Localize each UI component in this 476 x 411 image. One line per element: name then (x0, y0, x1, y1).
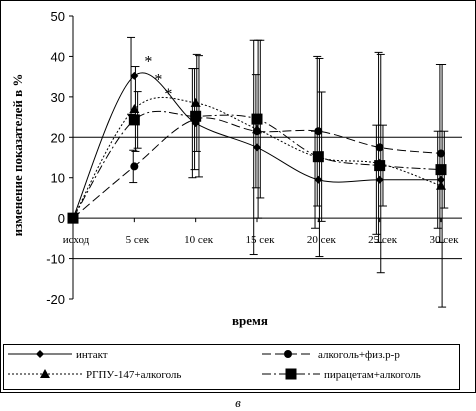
series-4 (67, 39, 449, 224)
x-tick-label: 5 сек (126, 234, 150, 246)
data-point (312, 151, 324, 163)
data-point (67, 212, 79, 224)
x-tick-label: 20 сек (307, 234, 337, 246)
legend-entry-2: алкоголь+физ.р-р (262, 349, 400, 361)
series-line (72, 72, 441, 219)
data-point (129, 103, 140, 113)
legend: интакт алкоголь+физ.р-р РГПУ-147+алкоголь п… (8, 349, 421, 381)
significance-marker: * (154, 72, 162, 89)
x-tick-label: 30 сек (430, 234, 460, 246)
x-tick-labels: исход 5 сек 10 сек 15 сек 20 сек 25 сек 30 сек (63, 234, 459, 246)
y-tick-label: 40 (51, 49, 65, 64)
legend-swatch-marker (285, 368, 297, 380)
series-line (72, 96, 442, 219)
data-point (190, 97, 201, 107)
data-point (435, 164, 447, 176)
legend-swatch-marker (284, 350, 292, 358)
legend-swatch-marker (36, 350, 44, 358)
annotation-layer: *** (144, 53, 172, 102)
legend-label: интакт (76, 349, 108, 361)
legend-entry-3: РГПУ-147+алкоголь (8, 369, 181, 381)
axis-layer (69, 15, 462, 300)
y-axis-title: изменение показателей в % (10, 74, 25, 237)
data-point (374, 160, 386, 172)
y-tick-label: 0 (58, 211, 65, 226)
data-point (314, 175, 323, 184)
significance-marker: * (144, 53, 152, 70)
y-tick-label: 50 (51, 9, 65, 24)
data-point (437, 149, 445, 158)
y-tick-label: -10 (46, 252, 65, 267)
data-point (130, 71, 139, 80)
x-axis-title: время (232, 313, 268, 328)
data-point (437, 175, 445, 184)
legend-label: РГПУ-147+алкоголь (86, 369, 181, 381)
series-layer (67, 36, 449, 308)
legend-box (3, 344, 460, 390)
data-point (375, 143, 384, 152)
x-tick-label: исход (63, 234, 90, 246)
legend-label: алкоголь+физ.р-р (318, 349, 400, 361)
y-tick-label: 30 (51, 90, 65, 105)
legend-entry-1: интакт (8, 349, 108, 361)
data-point (252, 124, 262, 134)
x-tick-label: 25 сек (368, 234, 398, 246)
legend-swatch-marker (40, 369, 50, 378)
legend-label: пирацетам+алкоголь (324, 369, 421, 381)
data-point (190, 110, 202, 122)
x-tick-label: 10 сек (184, 234, 214, 246)
significance-marker: * (164, 86, 172, 103)
data-point (375, 175, 384, 184)
data-point (128, 114, 140, 126)
data-point (130, 162, 139, 171)
data-point (314, 127, 323, 136)
y-tick-label: -20 (46, 292, 65, 307)
data-point (253, 143, 261, 152)
data-point (251, 113, 263, 125)
y-tick-label: 10 (51, 171, 65, 186)
legend-entry-4: пирацетам+алкоголь (262, 368, 421, 381)
figure-caption: в (235, 395, 241, 410)
y-tick-labels: -20 -10 0 10 20 30 40 50 (46, 9, 65, 307)
x-tick-label: 15 сек (246, 234, 276, 246)
y-tick-label: 20 (51, 130, 65, 145)
chart-frame (0, 0, 476, 393)
data-point (436, 180, 446, 190)
